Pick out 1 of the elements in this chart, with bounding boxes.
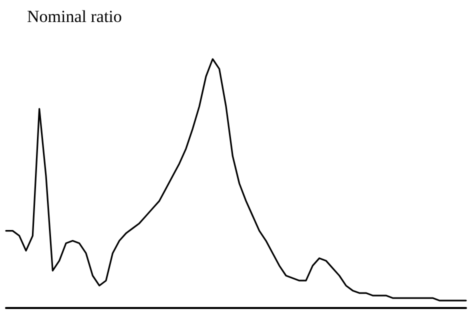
- y-axis-title: Nominal ratio: [27, 7, 122, 26]
